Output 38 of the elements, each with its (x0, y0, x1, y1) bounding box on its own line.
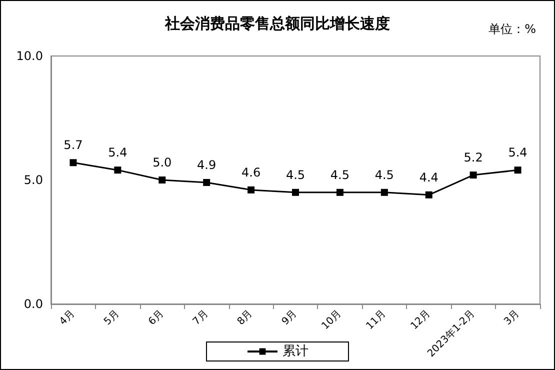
point (248, 186, 255, 194)
data-label: 5.0 (152, 156, 172, 170)
x-tick-label: 12月 (408, 308, 433, 332)
data-label: 4.5 (374, 168, 394, 182)
data-label: 4.5 (330, 168, 350, 182)
point (380, 188, 388, 196)
point (70, 159, 77, 166)
data-label: 4.4 (419, 170, 438, 184)
text: 单位：% (488, 22, 536, 36)
x-tick-label: 10月 (320, 308, 344, 332)
point (336, 188, 344, 196)
data-label: 4.5 (286, 168, 306, 182)
point (425, 191, 432, 198)
point (114, 166, 122, 174)
y-tick-label: 0.0 (24, 297, 43, 311)
point (203, 178, 210, 186)
point (470, 172, 477, 179)
x-tick-label: 5月 (102, 308, 122, 328)
y-tick-label: 10.0 (16, 49, 43, 63)
x-tick-label: 9月 (280, 308, 300, 328)
data-label: 4.6 (242, 165, 261, 180)
x-tick-label: 6月 (146, 308, 166, 328)
x-tick-label: 4月 (58, 308, 78, 328)
y-tick-label: 5.0 (24, 173, 43, 187)
x-tick-label: 3月 (502, 308, 522, 328)
data-label: 5.4 (108, 146, 128, 160)
data-label: 5.7 (64, 138, 83, 152)
point (514, 166, 522, 174)
x-tick-label: 7月 (191, 308, 210, 328)
legend-label: 累计 (282, 344, 308, 359)
chart-title: 社会消费品零售总额同比增长速度 (164, 14, 390, 32)
data-label: 5.2 (464, 150, 483, 165)
point (158, 176, 166, 184)
x-tick-label: 11月 (364, 308, 388, 332)
point (292, 188, 299, 196)
data-label: 4.9 (197, 158, 216, 172)
x-tick-label: 8月 (236, 308, 255, 328)
data-label: 5.4 (508, 146, 528, 160)
